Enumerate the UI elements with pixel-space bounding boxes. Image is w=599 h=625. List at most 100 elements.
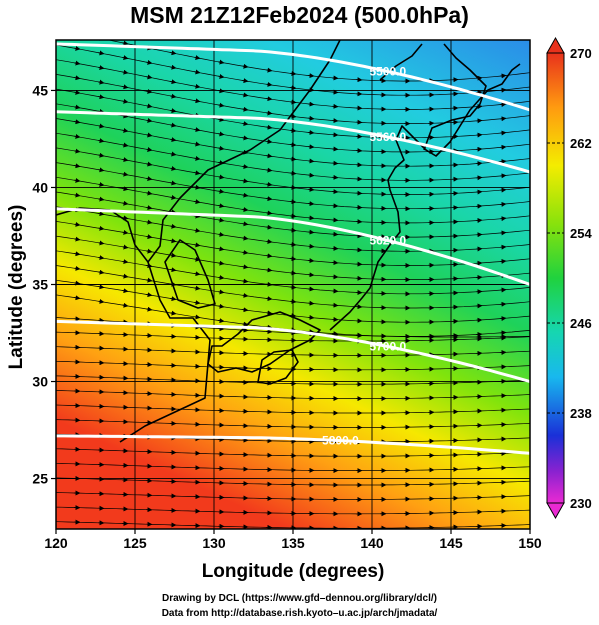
wind-arrow <box>73 295 81 301</box>
wind-arrow <box>97 65 105 70</box>
wind-arrow <box>74 33 80 34</box>
wind-arrow <box>193 155 201 161</box>
wind-arrow <box>289 213 297 219</box>
wind-arrow <box>241 149 249 155</box>
wind-arrow <box>499 216 507 222</box>
wind-arrow <box>289 184 297 190</box>
wind-arrow <box>169 64 177 70</box>
wind-arrow <box>169 108 177 114</box>
wind-arrow <box>217 260 225 266</box>
x-tick-label: 125 <box>123 535 147 551</box>
wind-arrow <box>193 300 201 306</box>
wind-arrow <box>97 284 105 290</box>
wind-arrow <box>169 223 177 229</box>
wind-arrow <box>217 73 225 79</box>
wind-arrow <box>307 115 315 121</box>
wind-arrow <box>241 292 249 298</box>
wind-arrow <box>145 147 153 152</box>
wind-arrow <box>145 161 153 167</box>
wind-arrow <box>499 101 507 107</box>
wind-arrow <box>169 151 177 157</box>
wind-arrow <box>241 78 249 84</box>
wind-arrow <box>145 306 153 312</box>
wind-arrow <box>73 177 81 183</box>
wind-arrow <box>289 284 297 290</box>
wind-arrow <box>169 281 177 287</box>
wind-arrow <box>217 303 225 309</box>
wind-arrow <box>97 225 105 231</box>
wind-arrow <box>121 259 129 265</box>
wind-arrow <box>265 81 273 87</box>
wind-arrow <box>121 229 129 235</box>
wind-arrow <box>73 280 81 286</box>
wind-arrow <box>97 298 105 304</box>
contour-label: 5620.0 <box>369 233 406 247</box>
wind-arrow <box>169 122 177 128</box>
colorbar-tick-label: 246 <box>570 316 592 331</box>
wind-arrow <box>169 180 177 186</box>
wind-arrow <box>241 192 249 198</box>
wind-arrow <box>241 135 249 141</box>
wind-arrow <box>97 94 105 100</box>
wind-arrow <box>265 210 273 216</box>
wind-arrow <box>145 190 153 196</box>
wind-arrow <box>241 164 249 170</box>
wind-arrow <box>217 203 225 209</box>
height-contours: 5500.0 5560.0 5620.0 5700.0 5800.0 <box>56 42 530 455</box>
wind-arrow <box>193 127 201 133</box>
wind-arrow <box>193 314 201 320</box>
x-axis-label: Longitude (degrees) <box>202 561 385 582</box>
y-axis-label: Latitude (degrees) <box>6 205 27 370</box>
wind-arrow <box>169 267 177 273</box>
wind-arrow <box>73 221 81 227</box>
wind-arrow <box>193 228 201 233</box>
colorbar-tick-label: 270 <box>570 46 592 61</box>
wind-arrow <box>499 130 507 136</box>
wind-arrow <box>289 70 297 76</box>
wind-arrow <box>97 196 105 202</box>
wind-arrow <box>121 273 129 279</box>
wind-arrow <box>265 253 273 259</box>
wind-arrow <box>499 258 507 264</box>
wind-arrow <box>193 242 201 248</box>
wind-arrow <box>289 99 297 105</box>
wind-arrow <box>499 159 507 165</box>
wind-arrow <box>289 127 297 133</box>
wind-arrow <box>289 298 297 304</box>
wind-arrow <box>73 60 81 66</box>
x-axis: 120 125 130 135 140 145 150 <box>44 529 542 551</box>
wind-arrow <box>97 240 105 246</box>
wind-arrow <box>217 102 225 108</box>
wind-arrow <box>307 73 315 79</box>
wind-arrow <box>73 148 81 154</box>
wind-arrow <box>121 215 129 221</box>
wind-arrow <box>169 310 177 316</box>
wind-arrow <box>73 104 81 110</box>
wind-arrow <box>217 145 225 151</box>
wind-arrow <box>73 251 81 257</box>
wind-arrow <box>145 132 153 138</box>
wind-arrow <box>499 116 507 122</box>
y-tick-label: 35 <box>32 277 48 293</box>
x-tick-label: 145 <box>439 535 463 551</box>
wind-arrow <box>169 166 177 171</box>
wind-arrow <box>73 265 81 271</box>
map-chart: 5500.0 5560.0 5620.0 5700.0 5800.0 120 125 130… <box>6 33 592 582</box>
contour-line <box>56 207 530 286</box>
wind-arrow <box>307 286 315 292</box>
wind-arrow <box>289 227 297 233</box>
wind-arrow <box>73 89 81 95</box>
wind-arrow <box>73 119 81 125</box>
wind-arrow <box>307 300 315 306</box>
wind-arrow <box>217 160 225 166</box>
wind-arrow <box>145 103 153 109</box>
wind-arrow <box>289 313 297 319</box>
wind-arrow <box>307 87 315 93</box>
wind-arrow <box>241 106 249 112</box>
colorbar-tick-label: 262 <box>570 136 592 151</box>
wind-arrow <box>121 157 129 163</box>
wind-arrow <box>169 50 177 56</box>
wind-arrow <box>193 256 201 262</box>
wind-arrow <box>499 187 507 193</box>
wind-arrow <box>265 167 273 173</box>
